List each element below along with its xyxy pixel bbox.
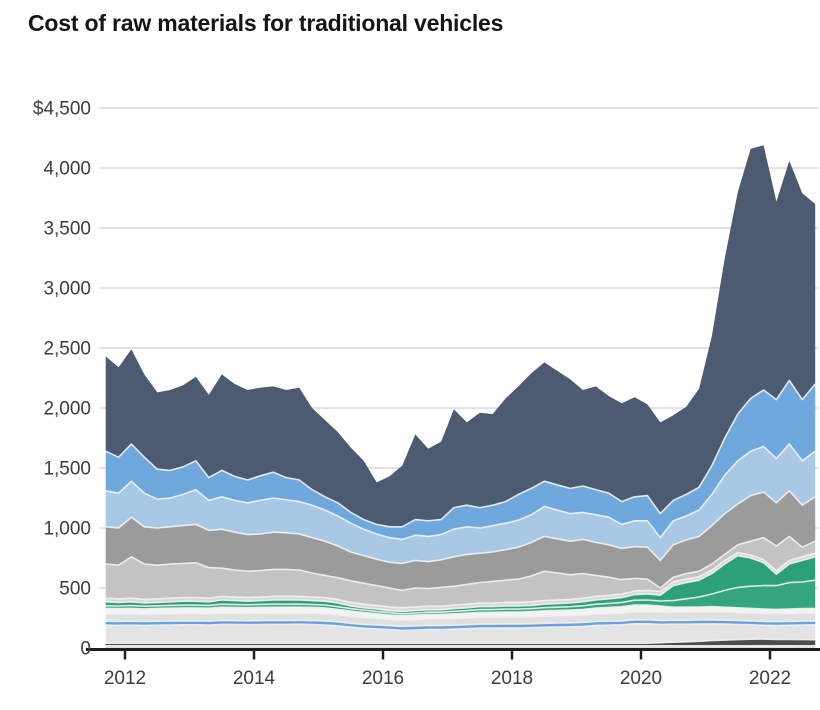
chart-title: Cost of raw materials for traditional ve…	[28, 10, 504, 36]
y-tick-label-4000: 4,000	[43, 159, 91, 180]
x-tick-label-2020: 2020	[620, 668, 662, 689]
band-medium-blue	[105, 380, 816, 540]
boundary-medium-blue	[105, 379, 816, 528]
boundary-light-gray-1	[105, 622, 816, 632]
band-light-blue	[105, 444, 816, 564]
boundary-medium-gray	[105, 489, 816, 565]
band-light-gray-1	[105, 623, 816, 644]
boundary-light-gray-3	[105, 535, 816, 592]
y-tick-label-3000: 3,000	[43, 279, 91, 300]
y-tick-label-2000: 2,000	[43, 399, 91, 420]
x-tick-label-2014: 2014	[233, 668, 276, 689]
x-tick-label-2018: 2018	[491, 668, 533, 689]
band-medium-gray	[105, 490, 816, 591]
y-tick-label-500: 500	[59, 579, 91, 600]
x-tick-label-2016: 2016	[362, 668, 404, 689]
boundary-light-gray-2	[105, 610, 816, 621]
boundary-dark-gray-band	[105, 638, 816, 645]
band-light-gray-3	[105, 536, 816, 608]
band-dark-gray-band	[105, 639, 816, 646]
boundary-green-upper	[105, 554, 816, 613]
band-light-gray-2	[105, 611, 816, 627]
x-tick-label-2022: 2022	[749, 668, 791, 689]
y-tick-label-1500: 1,500	[43, 459, 91, 480]
boundary-blue-band	[105, 618, 816, 628]
band-white-band	[105, 605, 816, 620]
boundary-white-band	[105, 604, 816, 617]
y-tick-label-3500: 3,500	[43, 219, 91, 240]
y-tick-label-0: 0	[80, 639, 91, 660]
x-tick-label-2012: 2012	[104, 668, 146, 689]
y-tick-label-1000: 1,000	[43, 519, 91, 540]
boundary-pale-gray	[105, 551, 816, 609]
y-tick-label-4500: $4,500	[33, 99, 91, 120]
band-dark-slate-blue	[105, 145, 816, 527]
band-green-upper	[105, 555, 816, 614]
boundary-green-lower	[105, 579, 816, 615]
boundary-light-blue	[105, 443, 816, 541]
y-tick-label-2500: 2,500	[43, 339, 91, 360]
